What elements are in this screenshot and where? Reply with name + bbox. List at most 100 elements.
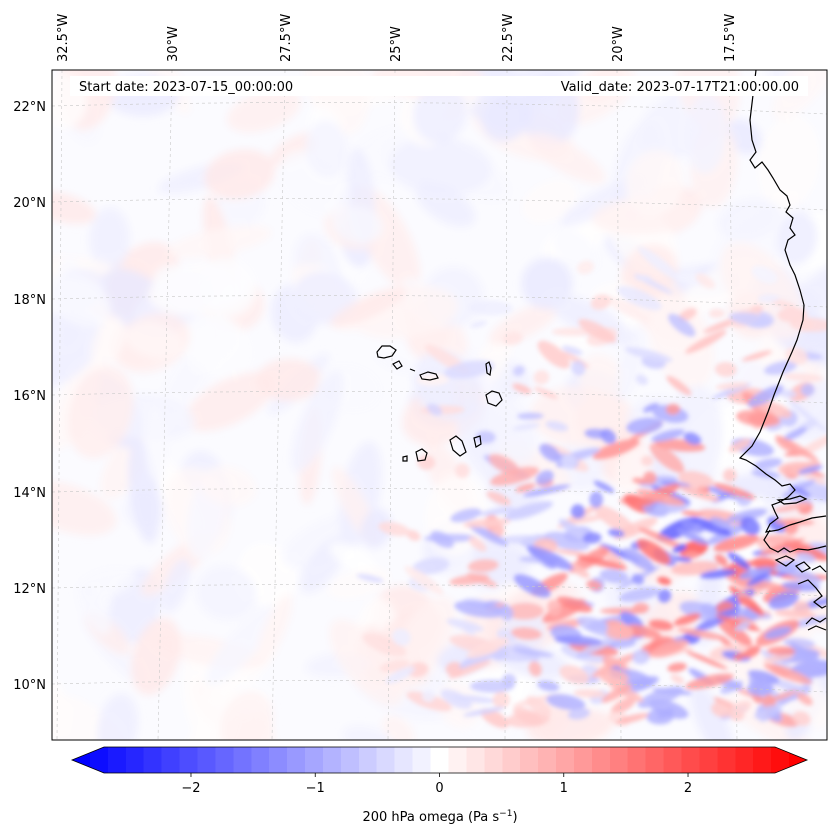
omega-band: [490, 466, 539, 486]
omega-band: [700, 603, 718, 617]
omega-band: [513, 574, 551, 598]
omega-band: [648, 619, 674, 631]
omega-band: [463, 706, 505, 717]
omega-band: [593, 480, 615, 494]
omega-blob: [329, 542, 377, 574]
omega-band: [526, 545, 573, 571]
omega-band: [714, 554, 728, 566]
omega-band: [738, 566, 774, 580]
omega-band: [786, 495, 813, 504]
omega-band: [792, 711, 811, 726]
omega-band: [624, 347, 673, 363]
omega-band: [539, 443, 561, 462]
omega-band: [793, 600, 810, 616]
omega-blob: [226, 89, 301, 133]
colorbar-tick-label: −2: [181, 781, 200, 796]
omega-blob: [560, 177, 642, 227]
omega-blob: [89, 207, 130, 272]
omega-band: [430, 530, 454, 549]
map-panel: Start date: 2023-07-15_00:00:00 Valid_da…: [51, 69, 828, 741]
omega-band: [695, 273, 715, 289]
parallel-line: [52, 488, 827, 501]
omega-blob: [621, 243, 678, 300]
omega-band: [463, 518, 511, 528]
omega-blob: [67, 366, 134, 459]
omega-band: [641, 455, 654, 467]
omega-band: [504, 501, 553, 520]
omega-band: [356, 573, 384, 583]
omega-blob: [776, 212, 818, 266]
island-brava: [402, 455, 408, 462]
colorbar-label: 200 hPa omega (Pa s−1): [362, 809, 517, 825]
lon-label: 27.5°W: [279, 14, 294, 62]
omega-band: [556, 596, 593, 613]
omega-band: [505, 602, 544, 620]
omega-blob: [724, 696, 822, 740]
omega-blob: [328, 567, 391, 599]
omega-band: [547, 599, 561, 617]
omega-band: [467, 523, 508, 546]
gambia-river-outline: [776, 495, 808, 505]
omega-blob: [256, 358, 322, 402]
latitude-labels: 22°N 20°N 18°N 16°N 14°N 12°N 10°N: [13, 100, 46, 693]
longitude-labels: 32.5°W 30°W 27.5°W 25°W 22.5°W 20°W 17.5…: [56, 14, 738, 62]
omega-band: [638, 246, 679, 280]
omega-band: [729, 312, 771, 327]
meridian-line: [271, 70, 286, 740]
lon-label: 20°W: [611, 26, 626, 62]
omega-band: [789, 642, 827, 673]
omega-blob: [481, 91, 531, 142]
omega-band: [677, 528, 709, 545]
omega-band: [558, 518, 589, 542]
omega-band: [764, 626, 792, 640]
omega-band: [392, 628, 411, 646]
omega-band: [486, 491, 511, 505]
omega-band: [421, 690, 435, 703]
omega-band: [747, 385, 784, 407]
omega-band: [678, 485, 720, 502]
parallel-line: [52, 295, 827, 308]
omega-blob: [204, 149, 275, 200]
omega-band: [747, 412, 781, 427]
omega-band: [577, 636, 618, 657]
meridian-line: [616, 70, 622, 740]
parallel-line: [52, 584, 827, 597]
omega-blob: [291, 369, 344, 472]
meridian-line: [157, 70, 173, 740]
date-label-box: [70, 76, 808, 96]
omega-band: [746, 680, 774, 697]
omega-band: [649, 443, 685, 473]
omega-band: [554, 549, 590, 557]
omega-band: [561, 454, 577, 470]
meridian-line: [504, 70, 508, 740]
omega-band: [657, 576, 672, 586]
omega-band: [783, 541, 827, 561]
omega-band: [677, 628, 727, 640]
omega-band: [448, 660, 491, 679]
omega-band: [636, 538, 671, 565]
omega-band: [511, 627, 542, 640]
omega-band: [467, 559, 499, 573]
africa-coastline: [738, 70, 827, 533]
omega-blob: [52, 695, 131, 740]
omega-band: [614, 517, 658, 540]
coastlines: [376, 70, 827, 631]
meridian-line: [387, 70, 396, 740]
omega-blob: [162, 558, 191, 613]
omega-blob: [131, 617, 181, 695]
omega-band: [694, 606, 741, 632]
omega-band: [512, 648, 554, 658]
omega-band: [567, 708, 590, 720]
omega-blob: [342, 725, 394, 740]
omega-band: [737, 596, 757, 608]
omega-band: [417, 455, 436, 470]
island-maio: [473, 435, 482, 448]
omega-band: [790, 660, 827, 678]
lon-label: 22.5°W: [501, 14, 516, 62]
omega-band: [665, 403, 681, 415]
omega-band: [582, 532, 602, 544]
omega-blob: [197, 255, 257, 317]
omega-band: [440, 689, 472, 709]
omega-band: [763, 654, 794, 662]
omega-band: [735, 621, 751, 632]
